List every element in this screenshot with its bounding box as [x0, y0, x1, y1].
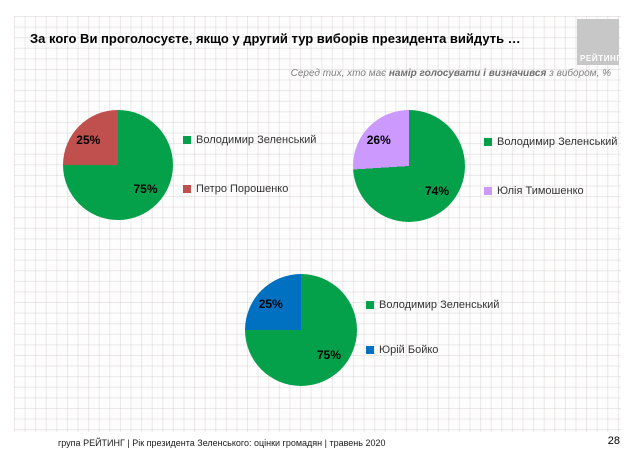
legend-item: Володимир Зеленський — [366, 299, 499, 311]
legend-marker-square — [484, 138, 492, 146]
rating-logo-text: РЕЙТИНГ — [580, 54, 622, 63]
legend-marker-square — [484, 187, 492, 195]
subtitle-bold-segment: намір голосувати і визначився — [388, 68, 547, 79]
legend-item: Володимир Зеленський — [484, 136, 617, 148]
legend-marker-square — [366, 301, 374, 309]
legend-label: Володимир Зеленський — [196, 134, 317, 146]
legend-zelensky-tymoshenko: Володимир Зеленський Юлія Тимошенко — [484, 136, 617, 197]
legend-item: Юрій Бойко — [366, 344, 499, 356]
legend-marker-square — [366, 346, 374, 354]
legend-zelensky-boyko: Володимир Зеленський Юрій Бойко — [366, 299, 499, 356]
rating-group-logo: РЕЙТИНГ — [577, 19, 622, 65]
pie-value-label-boyko: 25% — [258, 297, 283, 312]
legend-item: Петро Порошенко — [183, 183, 316, 195]
legend-label: Юрій Бойко — [379, 344, 439, 356]
page-number: 28 — [607, 435, 620, 447]
legend-label: Юлія Тимошенко — [497, 185, 584, 197]
slide-area: За кого Ви проголосуєте, якщо у другий т… — [14, 16, 621, 432]
legend-label: Володимир Зеленський — [497, 136, 618, 148]
pie-chart-zelensky-boyko: 25% 75% — [245, 274, 357, 386]
pie-chart-zelensky-tymoshenko: 26% 74% — [353, 110, 465, 222]
pie-value-label-poroshenko: 25% — [76, 132, 101, 147]
legend-zelensky-poroshenko: Володимир Зеленський Петро Порошенко — [183, 134, 316, 195]
subtitle-suffix: з вибором, % — [546, 68, 611, 79]
legend-label: Володимир Зеленський — [379, 299, 500, 311]
slide-subtitle: Серед тих, хто має намір голосувати і ви… — [291, 68, 611, 79]
pie-chart-zelensky-poroshenko: 25% 75% — [63, 110, 173, 220]
footer-source-line: група РЕЙТИНГ | Рік президента Зеленсько… — [58, 438, 386, 448]
pie-value-label-zelensky: 75% — [133, 182, 158, 197]
legend-label: Петро Порошенко — [196, 183, 289, 195]
pie-value-label-zelensky: 75% — [316, 347, 342, 362]
legend-marker-square — [183, 185, 191, 193]
legend-item: Юлія Тимошенко — [484, 185, 617, 197]
pie-value-label-tymoshenko: 26% — [366, 133, 391, 148]
subtitle-prefix: Серед тих, хто має — [290, 68, 389, 79]
legend-item: Володимир Зеленський — [183, 134, 316, 146]
pie-value-label-zelensky: 74% — [424, 183, 450, 198]
legend-marker-square — [183, 136, 191, 144]
slide-title: За кого Ви проголосуєте, якщо у другий т… — [30, 31, 521, 46]
